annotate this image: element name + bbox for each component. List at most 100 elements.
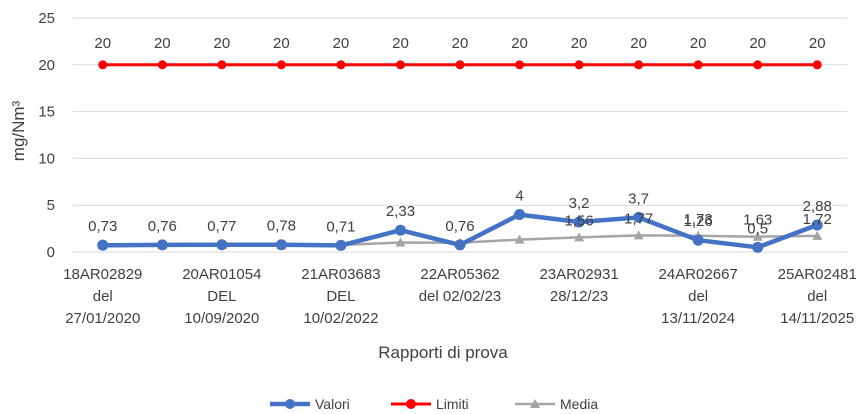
y-tick-label: 10 <box>38 150 55 167</box>
x-tick-label-line: 25AR02481 <box>778 266 857 283</box>
data-point <box>573 216 585 228</box>
data-label-media: 1,72 <box>803 211 832 228</box>
legend-item-valori: Valori <box>270 396 350 412</box>
data-label-valori: 4 <box>515 188 523 205</box>
data-point <box>634 60 644 70</box>
legend-label: Valori <box>315 396 350 412</box>
x-tick-label-line: 22AR05362 <box>420 266 499 283</box>
x-tick-label-line: 10/09/2020 <box>184 310 259 327</box>
x-tick-label-line: del 02/02/23 <box>419 288 502 305</box>
data-label-media: 1,73 <box>684 211 713 228</box>
y-tick-label: 25 <box>38 10 55 27</box>
y-axis-ticks: 0 5 10 15 20 25 <box>38 10 55 261</box>
x-tick-label-line: 20AR01054 <box>182 266 261 283</box>
data-label-limiti: 20 <box>154 35 171 52</box>
data-label-valori: 0,76 <box>445 218 474 235</box>
x-tick-label-line: 10/02/2022 <box>303 310 378 327</box>
data-point <box>752 241 764 253</box>
data-point <box>752 231 763 241</box>
data-label-valori: 0,71 <box>326 218 355 235</box>
data-point <box>97 239 109 251</box>
data-point <box>692 234 704 246</box>
y-tick-label: 0 <box>47 244 55 261</box>
data-label-limiti: 20 <box>94 35 111 52</box>
legend: Valori Limiti Media <box>270 396 598 412</box>
x-tick-label-line: DEL <box>207 288 236 305</box>
x-axis-title: Rapporti di prova <box>378 343 508 362</box>
data-point <box>633 211 645 223</box>
x-axis-ticks: 18AR02829 del 27/01/2020 20AR01054 DEL 10/09/… <box>63 266 857 327</box>
legend-marker <box>530 399 540 408</box>
data-label-limiti: 20 <box>571 35 588 52</box>
data-label-media: 1,56 <box>564 212 593 229</box>
x-tick-label: 20AR01054 DEL 10/09/2020 <box>182 266 261 327</box>
y-tick-label: 20 <box>38 57 55 74</box>
x-tick-label-line: 28/12/23 <box>550 288 608 305</box>
data-point <box>455 60 465 70</box>
data-label-limiti: 20 <box>749 35 766 52</box>
x-tick-label-line: 23AR02931 <box>539 266 618 283</box>
data-point <box>394 224 406 236</box>
data-labels: 0,73 0,76 0,77 0,78 0,71 2,33 0,76 4 3,2 3,7 1,26 0… <box>88 35 832 237</box>
series-lines <box>97 60 823 253</box>
x-tick-label-line: del <box>807 288 827 305</box>
legend-marker <box>406 399 416 409</box>
data-label-valori: 2,33 <box>386 203 415 220</box>
data-point <box>633 230 644 240</box>
data-label-media: 1,77 <box>624 210 653 227</box>
data-label-valori: 0,76 <box>148 218 177 235</box>
data-label-valori: 0,78 <box>267 218 296 235</box>
data-label-limiti: 20 <box>690 35 707 52</box>
x-tick-label-line: 14/11/2025 <box>780 310 854 327</box>
data-label-valori: 0,77 <box>207 218 236 235</box>
data-point <box>336 60 346 70</box>
data-point <box>574 60 584 70</box>
data-label-limiti: 20 <box>630 35 647 52</box>
data-point <box>156 239 168 251</box>
data-label-valori: 0,73 <box>88 218 117 235</box>
data-label-valori: 0,5 <box>747 220 768 237</box>
data-label-valori: 3,2 <box>569 195 590 212</box>
data-point <box>812 230 823 240</box>
data-point <box>515 60 525 70</box>
data-label-limiti: 20 <box>214 35 231 52</box>
data-point <box>395 60 405 70</box>
data-point <box>217 60 227 70</box>
series-limiti <box>98 60 822 70</box>
x-tick-label-line: 24AR02667 <box>659 266 738 283</box>
data-point <box>276 60 286 70</box>
legend-item-media: Media <box>515 396 598 412</box>
x-tick-label: 23AR02931 28/12/23 <box>539 266 618 305</box>
x-tick-label-line: del <box>688 288 708 305</box>
data-point <box>514 234 525 244</box>
x-tick-label: 18AR02829 del 27/01/2020 <box>63 266 142 327</box>
data-label-valori: 1,26 <box>684 213 713 230</box>
data-point <box>335 239 347 251</box>
x-tick-label: 22AR05362 del 02/02/23 <box>419 266 502 305</box>
x-tick-label-line: 13/11/2024 <box>661 310 735 327</box>
data-point <box>157 60 167 70</box>
data-label-valori: 3,7 <box>628 190 649 207</box>
data-label-limiti: 20 <box>273 35 290 52</box>
data-label-limiti: 20 <box>511 35 528 52</box>
legend-item-limiti: Limiti <box>391 396 469 412</box>
data-label-limiti: 20 <box>809 35 826 52</box>
data-point <box>812 60 822 70</box>
data-label-limiti: 20 <box>392 35 409 52</box>
data-point <box>454 239 466 251</box>
data-point <box>514 209 526 221</box>
y-axis-title: mg/Nm³ <box>9 100 28 161</box>
x-tick-label-line: 21AR03683 <box>301 266 380 283</box>
legend-label: Media <box>560 396 598 412</box>
data-label-media: 1,63 <box>743 212 772 229</box>
data-point <box>216 239 228 251</box>
x-tick-label: 24AR02667 del 13/11/2024 <box>659 266 738 327</box>
data-point <box>574 232 585 242</box>
legend-marker <box>285 399 295 409</box>
data-label-limiti: 20 <box>452 35 469 52</box>
y-tick-label: 15 <box>38 104 55 121</box>
data-point <box>693 60 703 70</box>
data-point <box>275 239 287 251</box>
data-point <box>753 60 763 70</box>
